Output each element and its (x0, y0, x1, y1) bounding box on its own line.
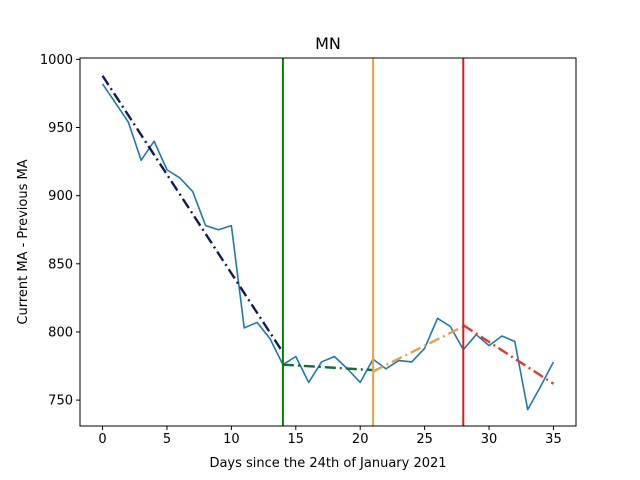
x-tick-label: 10 (223, 432, 240, 447)
x-tick-label: 30 (481, 432, 498, 447)
x-tick-label: 20 (352, 432, 369, 447)
y-axis-label: Current MA - Previous MA (16, 159, 31, 324)
x-tick-label: 0 (98, 432, 106, 447)
x-tick-label: 15 (288, 432, 305, 447)
y-tick-label: 750 (48, 394, 73, 409)
series-line (101, 83, 555, 411)
plot-frame (79, 57, 577, 427)
trend-line-2 (282, 363, 374, 372)
y-tick-label: 950 (48, 121, 73, 136)
y-tick-label: 1000 (40, 53, 73, 68)
y-tick-label: 850 (48, 257, 73, 272)
x-axis-label: Days since the 24th of January 2021 (209, 456, 446, 471)
y-tick-label: 900 (48, 189, 73, 204)
trend-line-4 (462, 324, 555, 385)
trend-line-3 (372, 325, 464, 373)
x-tick-label: 5 (163, 432, 171, 447)
trend-line-1 (101, 75, 284, 354)
chart-title: MN (315, 34, 341, 53)
y-tick-label: 800 (48, 325, 73, 340)
x-tick-label: 35 (545, 432, 562, 447)
x-tick-label: 25 (416, 432, 433, 447)
